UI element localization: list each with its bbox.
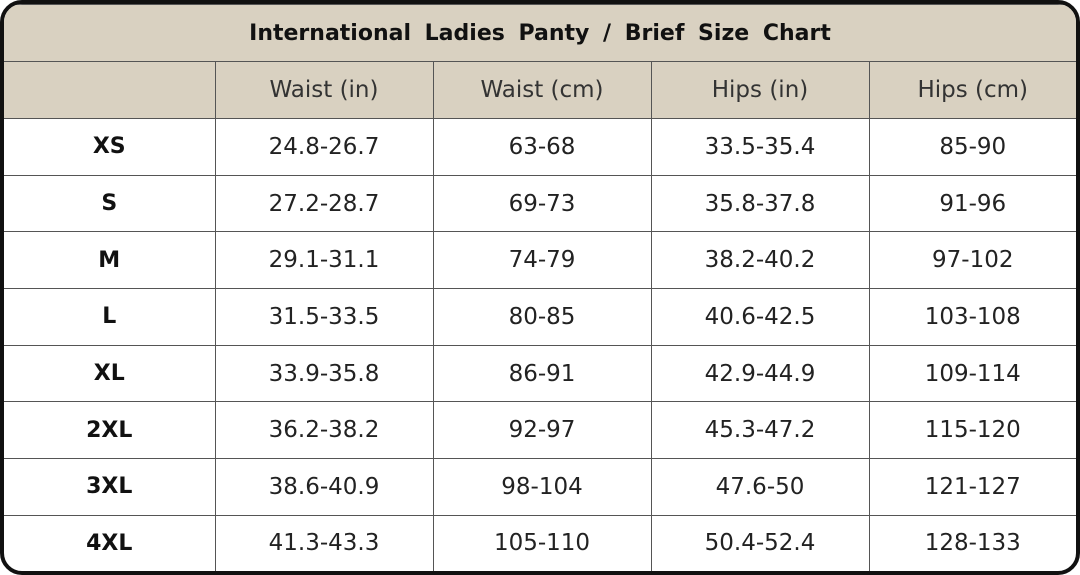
size-label: 3XL xyxy=(4,458,216,516)
measurement-cell: 47.6-50 xyxy=(650,458,870,516)
size-label: 2XL xyxy=(4,401,216,460)
column-header: Waist (in) xyxy=(214,61,434,119)
measurement-cell: 36.2-38.2 xyxy=(214,401,434,460)
measurement-cell: 27.2-28.7 xyxy=(214,174,434,233)
size-row: XS 24.8-26.7 63-68 33.5-35.4 85-90 xyxy=(4,118,1076,176)
measurement-cell: 29.1-31.1 xyxy=(214,231,434,290)
corner-cell xyxy=(4,61,216,119)
size-row: 2XL 36.2-38.2 92-97 45.3-47.2 115-120 xyxy=(4,401,1076,460)
measurement-cell: 63-68 xyxy=(432,118,652,176)
measurement-cell: 50.4-52.4 xyxy=(650,514,870,571)
measurement-cell: 24.8-26.7 xyxy=(214,118,434,176)
measurement-cell: 42.9-44.9 xyxy=(650,344,870,403)
measurement-cell: 35.8-37.8 xyxy=(650,174,870,233)
measurement-cell: 103-108 xyxy=(868,288,1076,346)
measurement-cell: 74-79 xyxy=(432,231,652,290)
measurement-cell: 97-102 xyxy=(868,231,1076,290)
column-header: Hips (cm) xyxy=(868,61,1076,119)
measurement-cell: 98-104 xyxy=(432,458,652,516)
measurement-cell: 45.3-47.2 xyxy=(650,401,870,460)
header-row: Waist (in) Waist (cm) Hips (in) Hips (cm) xyxy=(4,61,1076,119)
size-row: M 29.1-31.1 74-79 38.2-40.2 97-102 xyxy=(4,231,1076,290)
measurement-cell: 109-114 xyxy=(868,344,1076,403)
measurement-cell: 33.5-35.4 xyxy=(650,118,870,176)
size-row: L 31.5-33.5 80-85 40.6-42.5 103-108 xyxy=(4,288,1076,346)
title-row: International Ladies Panty / Brief Size … xyxy=(4,4,1076,62)
measurement-cell: 105-110 xyxy=(432,514,652,571)
measurement-cell: 92-97 xyxy=(432,401,652,460)
size-label: L xyxy=(4,288,216,346)
measurement-cell: 86-91 xyxy=(432,344,652,403)
measurement-cell: 128-133 xyxy=(868,514,1076,571)
measurement-cell: 38.6-40.9 xyxy=(214,458,434,516)
column-header: Waist (cm) xyxy=(432,61,652,119)
size-label: 4XL xyxy=(4,514,216,571)
measurement-cell: 41.3-43.3 xyxy=(214,514,434,571)
size-table: International Ladies Panty / Brief Size … xyxy=(4,4,1076,571)
measurement-cell: 33.9-35.8 xyxy=(214,344,434,403)
measurement-cell: 40.6-42.5 xyxy=(650,288,870,346)
measurement-cell: 38.2-40.2 xyxy=(650,231,870,290)
measurement-cell: 85-90 xyxy=(868,118,1076,176)
size-label: S xyxy=(4,174,216,233)
size-row: 4XL 41.3-43.3 105-110 50.4-52.4 128-133 xyxy=(4,514,1076,571)
measurement-cell: 115-120 xyxy=(868,401,1076,460)
size-label: XL xyxy=(4,344,216,403)
column-header: Hips (in) xyxy=(650,61,870,119)
size-label: XS xyxy=(4,118,216,176)
measurement-cell: 31.5-33.5 xyxy=(214,288,434,346)
measurement-cell: 69-73 xyxy=(432,174,652,233)
measurement-cell: 91-96 xyxy=(868,174,1076,233)
size-label: M xyxy=(4,231,216,290)
measurement-cell: 121-127 xyxy=(868,458,1076,516)
size-row: XL 33.9-35.8 86-91 42.9-44.9 109-114 xyxy=(4,344,1076,403)
table-title: International Ladies Panty / Brief Size … xyxy=(4,4,1076,62)
size-row: 3XL 38.6-40.9 98-104 47.6-50 121-127 xyxy=(4,458,1076,516)
measurement-cell: 80-85 xyxy=(432,288,652,346)
size-row: S 27.2-28.7 69-73 35.8-37.8 91-96 xyxy=(4,174,1076,233)
